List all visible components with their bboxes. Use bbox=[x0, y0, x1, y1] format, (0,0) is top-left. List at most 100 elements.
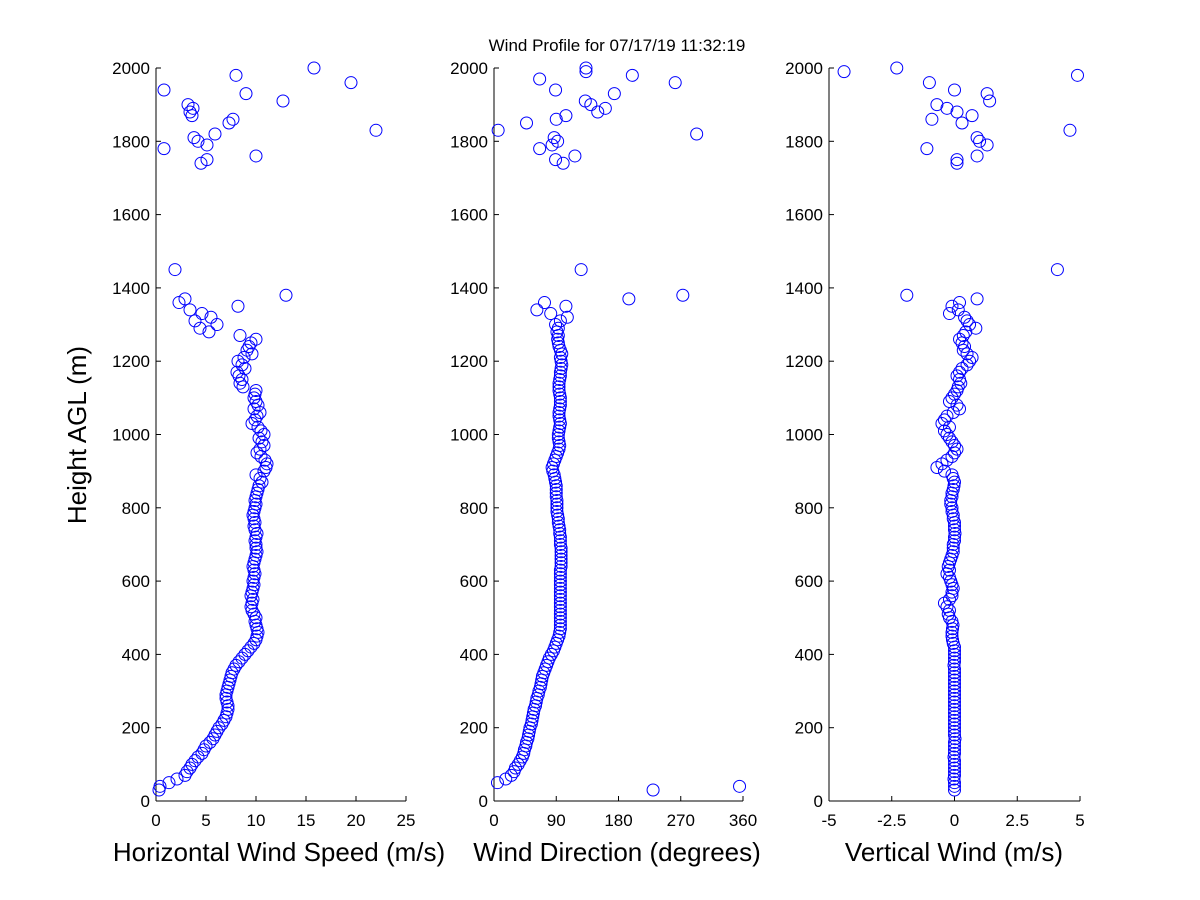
vertical-wind-x-tick-label: -5 bbox=[821, 811, 836, 830]
vertical-wind-data-point bbox=[960, 358, 974, 372]
horizontal-wind-speed-y-tick-label: 600 bbox=[122, 572, 150, 591]
wind-direction-data-point bbox=[530, 303, 544, 317]
vertical-wind-data-point bbox=[940, 101, 954, 115]
wind-direction-data-point bbox=[554, 559, 568, 573]
vertical-wind-y-tick-label: 1000 bbox=[785, 426, 823, 445]
wind-direction-x-tick-label: 90 bbox=[547, 811, 566, 830]
wind-direction-y-tick-label: 600 bbox=[460, 572, 488, 591]
wind-direction-data-point bbox=[625, 68, 639, 82]
horizontal-wind-speed-data-point bbox=[208, 127, 222, 141]
wind-direction-data-point bbox=[508, 761, 522, 775]
horizontal-wind-speed-data-point bbox=[180, 765, 194, 779]
vertical-wind-data-point bbox=[948, 739, 961, 753]
vertical-wind-data-point bbox=[948, 534, 961, 548]
horizontal-wind-speed-data-point bbox=[181, 98, 195, 112]
horizontal-wind-speed-data-point bbox=[276, 94, 290, 108]
vertical-wind-data-point bbox=[948, 523, 961, 537]
wind-direction-data-point bbox=[579, 61, 593, 75]
horizontal-wind-speed-data-point bbox=[168, 263, 182, 277]
vertical-wind-data-point bbox=[944, 552, 958, 566]
wind-direction-data-point bbox=[533, 72, 547, 86]
wind-direction-data-point bbox=[491, 123, 505, 137]
wind-direction-data-point bbox=[550, 504, 564, 518]
vertical-wind-data-point bbox=[948, 519, 961, 533]
vertical-wind-data-point bbox=[950, 105, 964, 119]
vertical-wind-data-point bbox=[948, 776, 961, 790]
wind-direction-data-point bbox=[607, 87, 621, 101]
vertical-wind-data-point bbox=[950, 156, 964, 170]
horizontal-wind-speed-data-point bbox=[229, 658, 243, 672]
vertical-wind-y-tick-label: 1200 bbox=[785, 352, 823, 371]
horizontal-wind-speed-data-point bbox=[255, 435, 269, 449]
horizontal-wind-speed-data-point bbox=[258, 453, 272, 467]
horizontal-wind-speed-x-tick-label: 10 bbox=[247, 811, 266, 830]
horizontal-wind-speed-data-point bbox=[231, 299, 245, 313]
wind-direction-data-point bbox=[554, 552, 568, 566]
horizontal-wind-speed-data-point bbox=[247, 402, 261, 416]
horizontal-wind-speed-data-point bbox=[233, 329, 247, 343]
vertical-wind-data-point bbox=[970, 149, 984, 163]
wind-direction-y-tick-label: 0 bbox=[479, 792, 488, 811]
wind-direction-y-tick-label: 1400 bbox=[450, 279, 488, 298]
vertical-wind-data-point bbox=[1063, 123, 1077, 137]
wind-direction-data-point bbox=[553, 395, 567, 409]
vertical-wind-data-point bbox=[948, 684, 961, 698]
horizontal-wind-speed-data-point bbox=[250, 526, 264, 540]
horizontal-wind-speed-y-tick-label: 1000 bbox=[112, 426, 150, 445]
wind-direction-data-point bbox=[553, 581, 567, 595]
wind-direction-y-tick-label: 1800 bbox=[450, 132, 488, 151]
vertical-wind-data-point bbox=[945, 299, 959, 313]
horizontal-wind-speed-data-point bbox=[219, 691, 233, 705]
vertical-wind-data-point bbox=[948, 735, 961, 749]
vertical-wind-y-tick-label: 0 bbox=[814, 792, 823, 811]
vertical-wind-y-tick-label: 1800 bbox=[785, 132, 823, 151]
vertical-wind-data-point bbox=[948, 673, 961, 687]
wind-direction-data-point bbox=[622, 292, 636, 306]
horizontal-wind-speed-data-point bbox=[162, 776, 176, 790]
vertical-wind-data-point bbox=[948, 717, 961, 731]
wind-direction-data-point bbox=[552, 384, 566, 398]
horizontal-wind-speed-panel: Horizontal Wind Speed (m/s) 0 5 10 15 20 25 0 2… bbox=[112, 59, 445, 867]
horizontal-wind-speed-data-point bbox=[202, 325, 216, 339]
vertical-wind-data-point bbox=[940, 409, 954, 423]
vertical-wind-data-point bbox=[950, 153, 964, 167]
horizontal-wind-speed-data-point bbox=[183, 303, 197, 317]
vertical-wind-data-point bbox=[946, 541, 960, 555]
horizontal-wind-speed-data-point bbox=[212, 721, 226, 735]
vertical-wind-data-point bbox=[948, 446, 961, 460]
wind-direction-data-point bbox=[550, 501, 564, 515]
horizontal-wind-speed-data-point bbox=[244, 640, 258, 654]
vertical-wind-data-point bbox=[945, 490, 959, 504]
horizontal-wind-speed-data-point bbox=[249, 468, 263, 482]
vertical-wind-data-point bbox=[948, 438, 961, 452]
wind-direction-data-point bbox=[559, 109, 573, 123]
vertical-wind-data-point bbox=[1050, 263, 1064, 277]
vertical-wind-data-point bbox=[941, 559, 955, 573]
wind-direction-data-point bbox=[553, 369, 567, 383]
vertical-wind-data-point bbox=[955, 116, 969, 130]
horizontal-wind-speed-y-tick-label: 200 bbox=[122, 719, 150, 738]
wind-direction-y-tick-label: 1000 bbox=[450, 426, 488, 445]
horizontal-wind-speed-data-point bbox=[307, 61, 321, 75]
vertical-wind-data-point bbox=[940, 428, 954, 441]
horizontal-wind-speed-data-point bbox=[195, 307, 209, 321]
wind-direction-data-point bbox=[544, 647, 558, 661]
vertical-wind-data-point bbox=[945, 468, 959, 482]
vertical-wind-data-point bbox=[900, 288, 914, 302]
horizontal-wind-speed-data-point bbox=[279, 288, 293, 302]
vertical-wind-data-point bbox=[890, 61, 904, 75]
wind-direction-data-point bbox=[511, 757, 525, 771]
wind-direction-data-point bbox=[537, 296, 551, 310]
wind-direction-x-tick-label: 0 bbox=[489, 811, 498, 830]
wind-direction-data-point bbox=[544, 307, 558, 321]
horizontal-wind-speed-data-point bbox=[208, 728, 222, 742]
horizontal-wind-speed-data-point bbox=[235, 651, 249, 665]
wind-direction-data-point bbox=[598, 101, 612, 115]
vertical-wind-data-point bbox=[948, 688, 961, 702]
vertical-wind-data-point bbox=[948, 765, 961, 779]
horizontal-wind-speed-x-label: Horizontal Wind Speed (m/s) bbox=[113, 837, 445, 867]
horizontal-wind-speed-y-tick-label: 1400 bbox=[112, 279, 150, 298]
wind-direction-data-point bbox=[553, 526, 567, 540]
horizontal-wind-speed-data-point bbox=[246, 592, 260, 606]
horizontal-wind-speed-data-point bbox=[187, 131, 201, 145]
